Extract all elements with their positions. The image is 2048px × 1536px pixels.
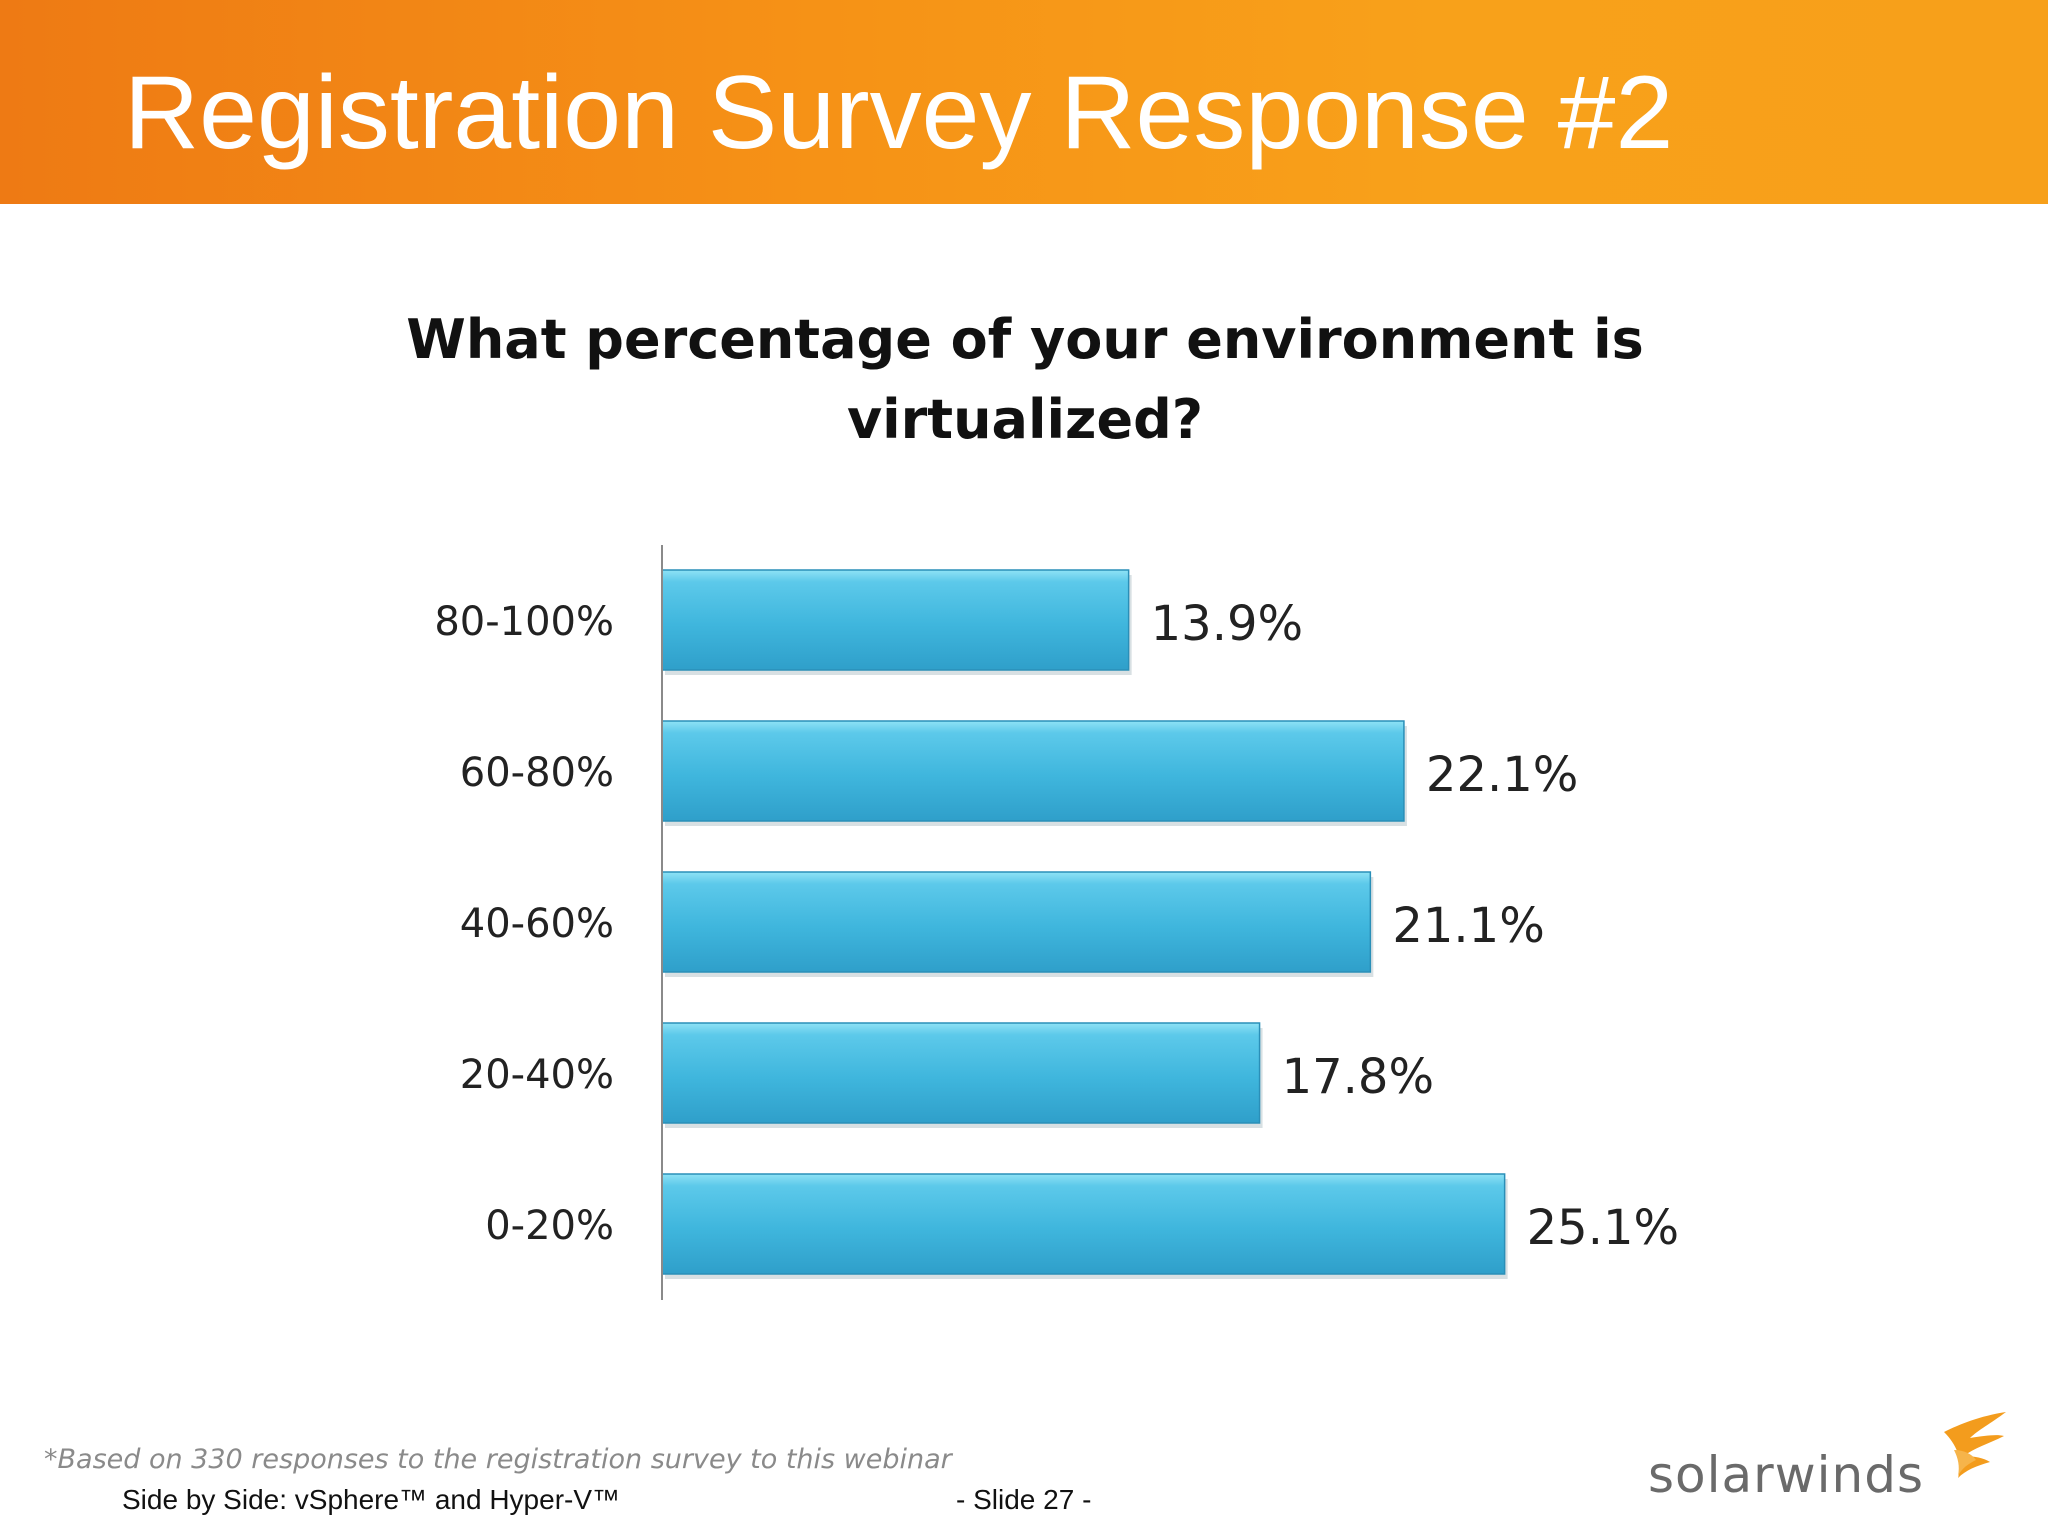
- category-label: 60-80%: [460, 750, 614, 796]
- footer-presentation-title: Side by Side: vSphere™ and Hyper-V™: [122, 1484, 621, 1515]
- solarwinds-logo: solarwinds: [1640, 1410, 2010, 1510]
- bar-40-60%: [661, 871, 1372, 973]
- category-label: 80-100%: [434, 599, 614, 645]
- bar-80-100%: [661, 569, 1130, 671]
- data-label: 21.1%: [1392, 898, 1544, 954]
- data-label: 17.8%: [1282, 1049, 1434, 1105]
- category-label: 0-20%: [485, 1203, 614, 1249]
- flame-icon: [1944, 1412, 2006, 1478]
- bar-20-40%: [661, 1022, 1261, 1124]
- footer-slide-number: - Slide 27 -: [956, 1484, 1092, 1515]
- category-label: 40-60%: [460, 901, 614, 947]
- slide-title: Registration Survey Response #2: [124, 55, 1674, 171]
- chart-title: What percentage of your environment is v…: [406, 308, 1644, 451]
- data-label: 22.1%: [1426, 747, 1578, 803]
- bar-60-80%: [661, 720, 1405, 822]
- title-banner: Registration Survey Response #2: [0, 0, 2048, 204]
- category-label: 20-40%: [460, 1052, 614, 1098]
- bar-0-20%: [661, 1173, 1506, 1275]
- footnote: *Based on 330 responses to the registrat…: [44, 1444, 952, 1475]
- data-label: 25.1%: [1527, 1200, 1679, 1256]
- logo-wordmark: solarwinds: [1648, 1446, 1924, 1504]
- data-label: 13.9%: [1151, 596, 1303, 652]
